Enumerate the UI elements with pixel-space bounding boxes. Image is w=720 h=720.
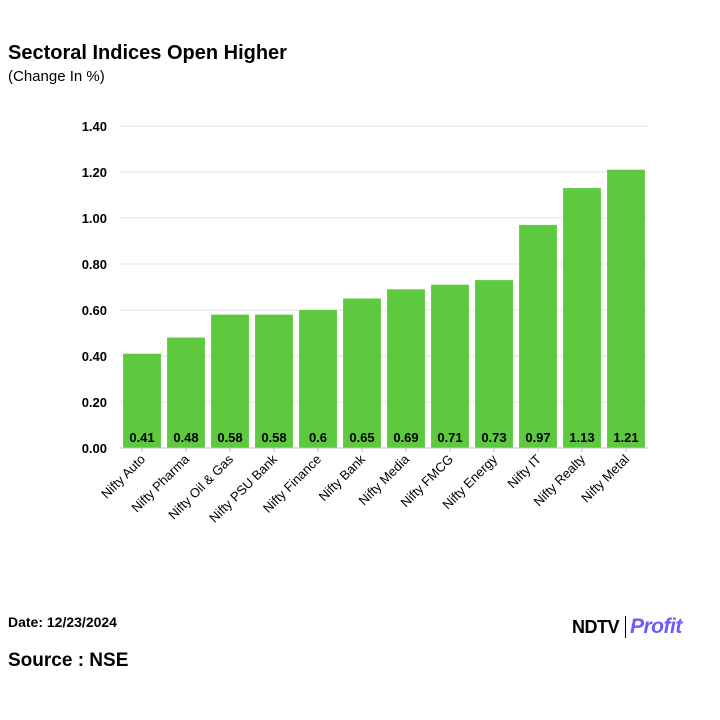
- y-tick-label: 1.00: [82, 211, 107, 226]
- bar: [123, 353, 161, 448]
- bars: [123, 169, 645, 448]
- bar: [299, 310, 337, 448]
- date-label: Date: 12/23/2024: [8, 614, 117, 630]
- bar: [431, 284, 469, 448]
- y-tick-label: 0.60: [82, 303, 107, 318]
- y-tick-label: 0.80: [82, 257, 107, 272]
- bar-value-label: 0.6: [309, 430, 327, 445]
- bar: [211, 314, 249, 448]
- y-tick-label: 0.00: [82, 441, 107, 456]
- bar: [607, 169, 645, 448]
- bar: [475, 280, 513, 448]
- ndtv-profit-logo: NDTV Profit: [572, 612, 682, 642]
- bar-value-label: 0.73: [481, 430, 506, 445]
- x-tick-label: Nifty Metal: [578, 451, 632, 505]
- logo-profit-text: Profit: [630, 615, 682, 638]
- x-tick-label: Nifty IT: [504, 451, 544, 491]
- bar-value-label: 0.58: [261, 430, 286, 445]
- grid-lines: [120, 125, 648, 403]
- bar: [519, 224, 557, 448]
- logo-ndtv-text: NDTV: [572, 616, 620, 637]
- bar-value-label: 0.48: [173, 430, 198, 445]
- bar: [167, 337, 205, 448]
- bar-value-labels: 0.41 0.48 0.58 0.58 0.6 0.65 0.69 0.71 0.73 0.97 1…: [129, 430, 638, 445]
- y-tick-label: 1.20: [82, 165, 107, 180]
- y-axis-tick-labels: 0.00 0.20 0.40 0.60 0.80 1.00 1.20 1.40: [82, 119, 107, 456]
- bar: [387, 289, 425, 448]
- bar-value-label: 0.97: [525, 430, 550, 445]
- bar-value-label: 0.69: [393, 430, 418, 445]
- bar-value-label: 0.71: [437, 430, 462, 445]
- chart-title: Sectoral Indices Open Higher: [8, 42, 287, 64]
- bar-value-label: 0.41: [129, 430, 154, 445]
- bar-value-label: 0.65: [349, 430, 374, 445]
- bar-chart: 0.000.200.400.600.801.001.201.40 0.41 0.4…: [82, 119, 648, 525]
- chart-subtitle: (Change In %): [8, 68, 105, 85]
- bar: [343, 298, 381, 448]
- bar-value-label: 0.58: [217, 430, 242, 445]
- bar: [563, 188, 601, 448]
- bar-value-label: 1.21: [613, 430, 638, 445]
- y-tick-label: 0.20: [82, 395, 107, 410]
- y-tick-label: 1.40: [82, 119, 107, 134]
- y-tick-label: 0.40: [82, 349, 107, 364]
- source-label: Source : NSE: [8, 650, 129, 671]
- logo-divider: [625, 616, 626, 638]
- bar-value-label: 1.13: [569, 430, 594, 445]
- bar: [255, 314, 293, 448]
